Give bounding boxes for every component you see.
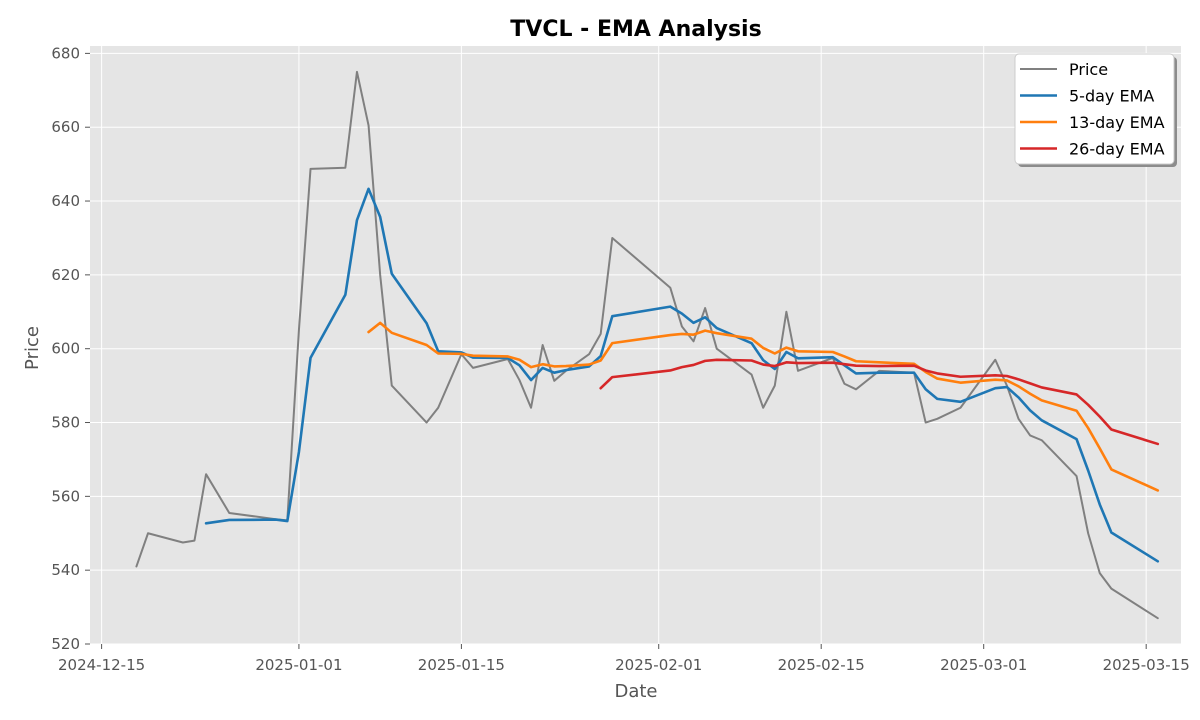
y-tick-label: 560 bbox=[51, 487, 80, 505]
chart-title: TVCL - EMA Analysis bbox=[510, 17, 761, 42]
legend-label: 5-day EMA bbox=[1069, 87, 1154, 106]
y-tick-label: 640 bbox=[51, 192, 80, 210]
y-axis-label: Price bbox=[22, 326, 43, 370]
plot-area bbox=[90, 46, 1181, 644]
series-line-2 bbox=[367, 321, 1160, 492]
series-line-1 bbox=[204, 187, 1160, 563]
y-tick-label: 660 bbox=[51, 118, 80, 136]
series-line-0 bbox=[135, 70, 1159, 620]
legend-label: Price bbox=[1069, 60, 1108, 79]
legend-label: 13-day EMA bbox=[1069, 113, 1165, 132]
x-axis-label: Date bbox=[614, 681, 657, 702]
legend: Price 5-day EMA 13-day EMA 26-day EMA bbox=[1014, 53, 1177, 167]
x-tick-label: 2025-03-15 bbox=[1103, 656, 1190, 674]
series-line-3 bbox=[599, 358, 1160, 446]
y-tick-label: 520 bbox=[51, 635, 80, 653]
x-tick-label: 2025-01-01 bbox=[255, 656, 342, 674]
x-tick-label: 2025-01-15 bbox=[418, 656, 505, 674]
y-tick-label: 680 bbox=[51, 44, 80, 62]
legend-label: 26-day EMA bbox=[1069, 140, 1165, 159]
y-tick-label: 600 bbox=[51, 340, 80, 358]
legend-box bbox=[1014, 53, 1175, 165]
x-tick-label: 2025-02-01 bbox=[615, 656, 702, 674]
y-tick-label: 540 bbox=[51, 561, 80, 579]
x-tick-label: 2025-02-15 bbox=[778, 656, 865, 674]
series-lines bbox=[135, 70, 1160, 620]
y-tick-label: 580 bbox=[51, 414, 80, 432]
axes: 520 540 560 580 600 620 640 660 680 2024-12-15 202… bbox=[51, 44, 1189, 674]
y-tick-label: 620 bbox=[51, 266, 80, 284]
x-tick-label: 2025-03-01 bbox=[940, 656, 1027, 674]
x-tick-label: 2024-12-15 bbox=[58, 656, 145, 674]
